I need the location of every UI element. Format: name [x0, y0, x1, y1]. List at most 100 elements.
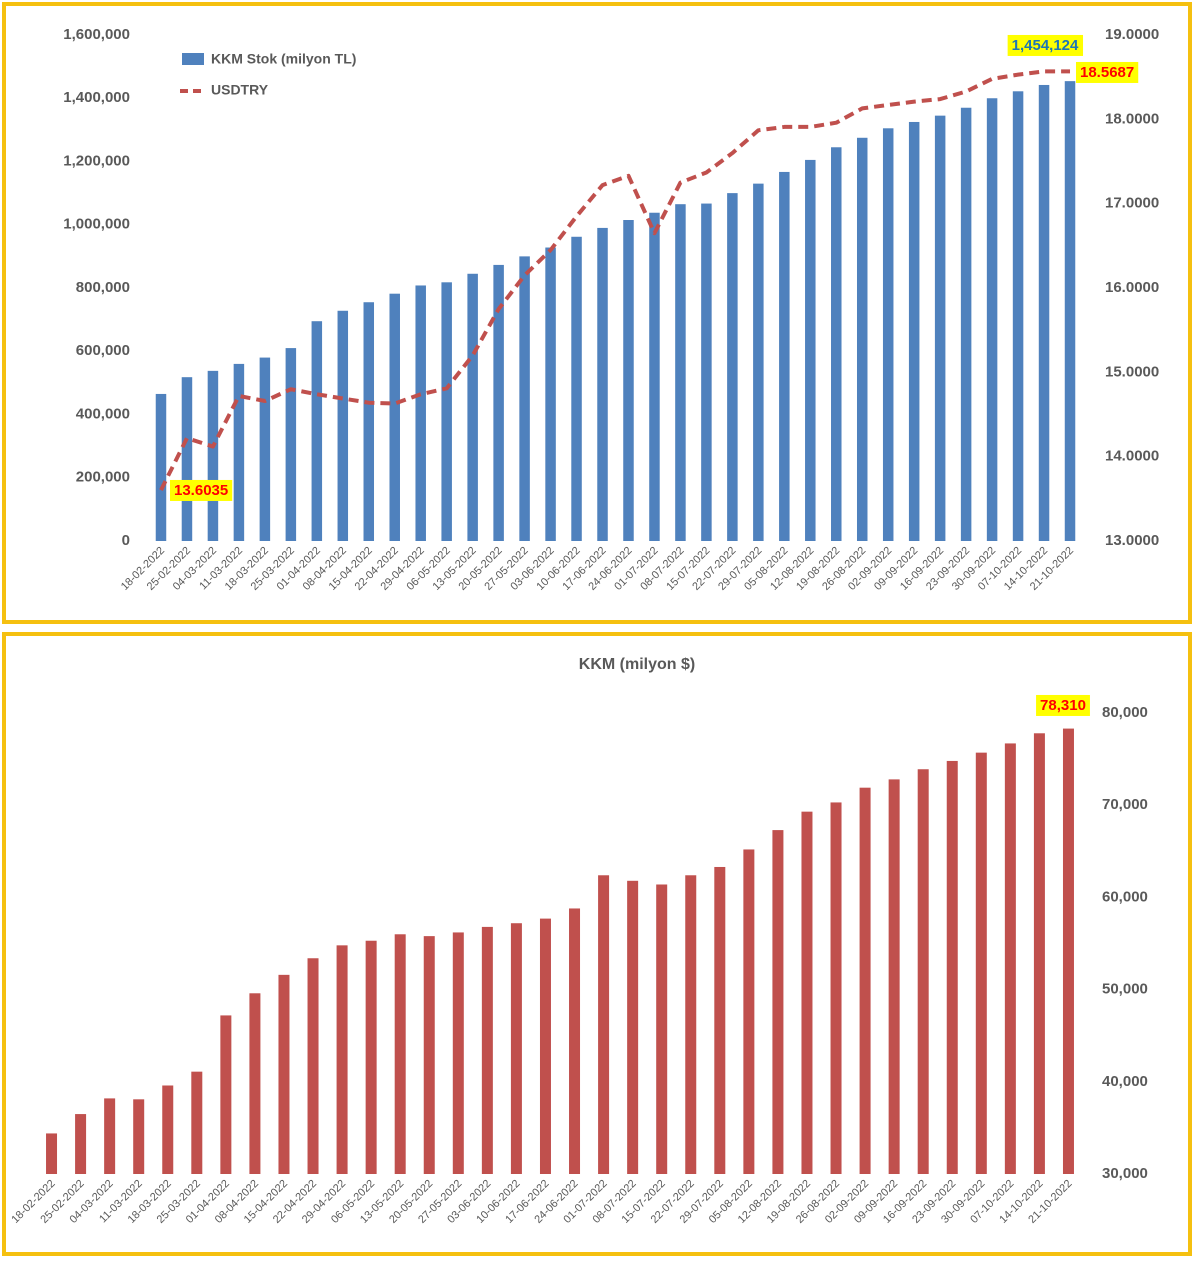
kkm-stok-bar: [934, 115, 946, 542]
kkm-usd-bar: [423, 936, 435, 1174]
right-axis-tick-label: 70,000: [1102, 796, 1148, 813]
kkm-usd-bar: [191, 1071, 203, 1174]
kkm-stok-bar: [493, 264, 504, 541]
left-axis-tick-label: 1,400,000: [63, 89, 130, 106]
kkm-stok-bar: [285, 348, 297, 541]
kkm-usd-bar: [714, 866, 726, 1174]
kkm-usd-bar: [946, 760, 958, 1174]
kkm-usd-last-value-label: 78,310: [1040, 697, 1086, 714]
kkm-usd-bar: [452, 932, 464, 1174]
kkm-stok-bar: [960, 107, 972, 542]
kkm-stok-bar: [856, 137, 868, 541]
kkm-usd-bar: [104, 1098, 116, 1174]
kkm-stok-bar: [675, 204, 686, 541]
kkm-stok-bar: [805, 159, 816, 541]
kkm-stok-bar: [831, 147, 842, 542]
right-axis-tick-label: 14.0000: [1105, 448, 1159, 465]
kkm-usd-bar: [830, 802, 842, 1174]
kkm-stok-bar: [623, 220, 634, 541]
kkm-usd-bar: [772, 830, 784, 1174]
left-axis-tick-label: 1,000,000: [63, 216, 130, 233]
kkm-stok-bar: [415, 285, 426, 541]
kkm-usd-bar: [627, 880, 639, 1174]
left-axis-tick-label: 0: [122, 532, 130, 549]
kkm-usd-bar: [888, 779, 900, 1174]
kkm-stok-bar: [597, 227, 608, 541]
right-axis-tick-label: 40,000: [1102, 1073, 1148, 1090]
legend-kkm-label: KKM Stok (milyon TL): [211, 51, 356, 67]
right-axis-tick-label: 13.0000: [1105, 532, 1159, 549]
kkm-stok-bar: [311, 321, 323, 541]
kkm-stok-bar: [363, 302, 375, 541]
kkm-stok-bar: [467, 273, 478, 541]
left-axis-tick-label: 600,000: [76, 342, 130, 359]
legend-usdtry-label: USDTRY: [211, 82, 269, 98]
kkm-stok-bar: [233, 363, 245, 541]
legend-kkm-swatch: [182, 53, 204, 65]
kkm-stok-bar: [389, 293, 400, 541]
left-axis-tick-label: 1,200,000: [63, 152, 130, 169]
kkm-usd-bar: [278, 974, 290, 1174]
kkm-usd-bar: [133, 1099, 145, 1174]
right-axis-tick-label: 18.0000: [1105, 110, 1159, 127]
kkm-stok-bar: [882, 128, 894, 541]
kkm-stok-bar: [571, 236, 582, 541]
kkm-usd-bar: [394, 934, 406, 1174]
kkm-usd-bar: [162, 1085, 174, 1174]
kkm-usd-bar: [598, 875, 610, 1174]
kkm-stok-bar: [1064, 81, 1076, 541]
kkm-usd-bar: [1062, 728, 1074, 1174]
kkm-stok-bar: [207, 370, 219, 541]
kkm-stok-bar: [181, 377, 193, 541]
kkm-usd-bar: [685, 875, 697, 1174]
kkm-stok-bar: [441, 282, 452, 541]
left-axis-tick-label: 1,600,000: [63, 26, 130, 43]
right-axis-tick-label: 17.0000: [1105, 195, 1159, 212]
kkm-usd-bar: [220, 1015, 232, 1174]
kkm-stok-bar: [727, 193, 738, 541]
kkm-usd-bar: [569, 908, 581, 1174]
kkm-usd-bar: [46, 1133, 58, 1174]
kkm-usd-bar: [510, 923, 522, 1174]
kkm-usd-bar: [656, 884, 668, 1174]
kkm-stok-bar: [519, 256, 530, 541]
kkm-usd-bar: [859, 787, 871, 1174]
left-axis-tick-label: 800,000: [76, 279, 130, 296]
kkm-usd-bar: [307, 958, 319, 1174]
kkm-usd-bar: [481, 926, 493, 1174]
kkm-usd-bar: [336, 945, 348, 1174]
usdtry-last-value-label: 18.5687: [1080, 64, 1134, 81]
right-axis-tick-label: 19.0000: [1105, 26, 1159, 43]
chart-title: KKM (milyon $): [579, 656, 695, 673]
kkm-stok-bar: [337, 310, 349, 541]
kkm-usd-bar: [1004, 743, 1016, 1174]
right-axis-tick-label: 15.0000: [1105, 363, 1159, 380]
kkm-stok-bar: [908, 121, 920, 541]
left-axis-tick-label: 200,000: [76, 469, 130, 486]
kkm-stok-bar: [701, 203, 712, 541]
usdtry-first-value-label-background: [170, 479, 233, 501]
right-axis-tick-label: 50,000: [1102, 981, 1148, 998]
right-axis-tick-label: 30,000: [1102, 1165, 1148, 1182]
left-axis-tick-label: 400,000: [76, 405, 130, 422]
kkm-usd-bar: [743, 849, 755, 1174]
usdtry-first-value-label: 13.6035: [174, 482, 228, 499]
kkm-usd-bar: [917, 769, 929, 1174]
kkm-stok-bar: [1012, 91, 1024, 541]
kkm-stok-bar: [649, 212, 660, 542]
kkm-usd-bar: [75, 1114, 87, 1174]
kkm-stok-bar: [545, 247, 556, 541]
usdtry-line: [159, 69, 1071, 491]
kkm-usd-last-value-label-background: [1036, 694, 1090, 716]
kkm-stok-bar: [986, 98, 998, 541]
kkm-last-value-label-background: [1007, 34, 1084, 56]
kkm-usd-bar: [539, 918, 551, 1174]
right-axis-tick-label: 80,000: [1102, 704, 1148, 721]
kkm-usd-bar: [1033, 733, 1045, 1174]
kkm-usd-bar: [365, 940, 377, 1174]
kkm-last-value-label: 1,454,124: [1012, 37, 1079, 54]
usdtry-last-value-label-background: [1076, 61, 1139, 83]
right-axis-tick-label: 60,000: [1102, 888, 1148, 905]
kkm-usd-bar: [975, 752, 987, 1174]
kkm-usd-bar: [249, 993, 261, 1174]
